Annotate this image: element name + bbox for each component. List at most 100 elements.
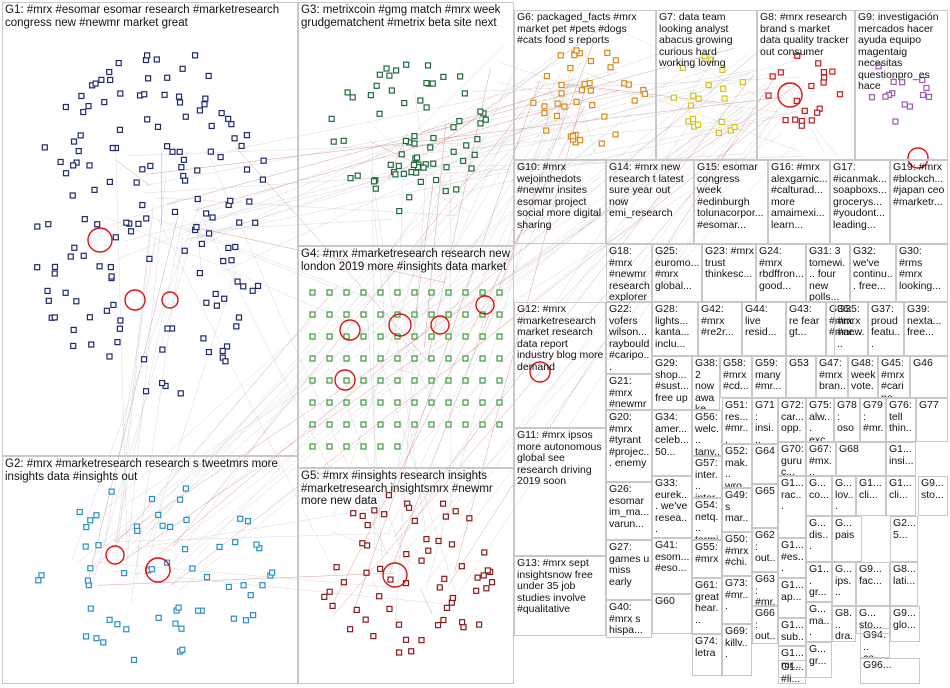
- group-g29[interactable]: G29: shop... #sust... free up: [652, 356, 692, 410]
- group-g64[interactable]: G64: [752, 444, 778, 484]
- group-ga9[interactable]: G8... lati...: [890, 562, 918, 606]
- group-g33[interactable]: G33: eurek... we've resea...: [652, 476, 692, 538]
- group-ga3[interactable]: G1... cli...: [856, 476, 886, 516]
- group-g77[interactable]: G77: [916, 398, 948, 442]
- group-g39[interactable]: G39: nexta... free...: [904, 302, 948, 356]
- group-g72[interactable]: G72: car... opp...: [778, 398, 806, 442]
- group-g1b[interactable]: G1... sub...: [778, 618, 806, 646]
- group-ga7[interactable]: G... pais: [832, 516, 862, 562]
- group-ga5[interactable]: G2... 5...: [890, 516, 918, 562]
- group-ga10[interactable]: G... sto...: [856, 606, 890, 634]
- group-g62[interactable]: G62: out...: [752, 528, 778, 572]
- group-g34[interactable]: G34: amer... celeb... 50...: [652, 410, 692, 476]
- group-g23[interactable]: G23: #mrx trust thinkesc...: [702, 244, 756, 302]
- group-g50[interactable]: G50: #mrx #chi...: [722, 532, 752, 576]
- group-g4[interactable]: G4: #mrx #marketresearch research new lo…: [298, 246, 514, 468]
- group-g6[interactable]: G6: packaged_facts #mrx market pet #pets…: [514, 10, 656, 160]
- group-g37[interactable]: G37: proud featu...: [868, 302, 904, 356]
- group-g1d[interactable]: G1... #es...: [778, 538, 806, 578]
- group-g1e[interactable]: G1... gr...: [806, 562, 832, 602]
- group-g58[interactable]: G58: #mrx #cd...: [720, 356, 752, 398]
- group-g63[interactable]: G63: #mr...: [752, 572, 778, 606]
- group-g51[interactable]: G51: res... #mr...: [722, 398, 752, 444]
- group-g48[interactable]: G48: week vote...: [848, 356, 878, 398]
- group-g67[interactable]: G67: #mx...: [806, 442, 836, 476]
- group-g7[interactable]: G7: data team looking analyst abacus gro…: [656, 10, 757, 160]
- group-g54[interactable]: G54: netq... termi...: [692, 498, 722, 540]
- group-g20[interactable]: G20: #mrx #tyrant #projec... enemy: [606, 410, 652, 482]
- group-g31[interactable]: G31: 3 tomewi... four new polls...: [806, 244, 850, 302]
- group-g47[interactable]: G47: #mrx bran...: [816, 356, 848, 398]
- group-g27[interactable]: G27: games u miss early: [606, 540, 652, 600]
- group-g25[interactable]: G25: euromo... #mrx global...: [652, 244, 702, 302]
- group-g1c[interactable]: G1... rac...: [778, 476, 806, 538]
- group-g13[interactable]: G13: #mrx sept insightsnow free under 35…: [514, 556, 606, 636]
- group-g57[interactable]: G57: inter... inter...: [692, 456, 722, 498]
- group-g42[interactable]: G42: #mrx #re2r...: [698, 302, 742, 356]
- group-g10[interactable]: G10: #mrx wejointhedots #newmr insites e…: [514, 160, 606, 244]
- group-ga17[interactable]: G... gr...: [806, 642, 832, 678]
- group-g1h[interactable]: G1... #li...: [778, 660, 806, 684]
- group-g11[interactable]: G11: #mrx ipsos more autonomous global s…: [514, 428, 606, 556]
- group-g22[interactable]: G22: vofers wilson... raybould #caripo..…: [606, 302, 652, 374]
- group-g78[interactable]: G78: oso: [834, 398, 860, 442]
- group-ga15[interactable]: G96...: [860, 658, 920, 684]
- group-ga13[interactable]: G9... glo...: [890, 606, 920, 642]
- group-ga8[interactable]: G... ips...: [832, 562, 856, 606]
- group-ga11[interactable]: G9... fac...: [856, 562, 890, 606]
- group-g16[interactable]: G16: #mrx alexgarnic... #calturad... mor…: [768, 160, 830, 244]
- group-g43[interactable]: G43: re fear gt...: [786, 302, 826, 356]
- group-g32[interactable]: G32: we've continu... free...: [850, 244, 896, 302]
- group-g44[interactable]: G44: live resid...: [742, 302, 786, 356]
- group-g66[interactable]: G66: out...: [752, 606, 778, 644]
- group-g26[interactable]: G26: esomar im_ma... varun...: [606, 482, 652, 540]
- group-ga1[interactable]: G... co...: [806, 476, 832, 516]
- group-g71[interactable]: G71: insi... inte...: [752, 398, 778, 444]
- group-g3[interactable]: G3: metrixcoin #gmg match #mrx week grud…: [298, 2, 514, 246]
- group-g28[interactable]: G28: lights... kanta... inclu...: [652, 302, 698, 356]
- group-g19[interactable]: G19: #mrx #blockch... #japan ceo #market…: [890, 160, 948, 244]
- group-ga16[interactable]: G... ma...: [806, 602, 832, 642]
- group-g2[interactable]: G2: #mrx #marketresearch research s twee…: [2, 456, 298, 684]
- group-g1f[interactable]: G1... ap...: [778, 578, 806, 618]
- group-ga2[interactable]: G... lov...: [832, 476, 856, 516]
- group-g1[interactable]: G1: #mrx #esomar esomar research #market…: [2, 2, 298, 456]
- group-g5[interactable]: G5: #mrx #insights research insights #ma…: [298, 468, 514, 684]
- group-ga14[interactable]: G94... ce...: [860, 628, 890, 658]
- group-g46[interactable]: G46: [910, 356, 948, 398]
- group-g38[interactable]: G38: 2 now awake 4...: [692, 356, 720, 410]
- group-g40[interactable]: G40: #mrx s hispa...: [606, 600, 652, 638]
- group-g75[interactable]: G75: alw... exc...: [806, 398, 834, 442]
- group-g60[interactable]: G60: [652, 594, 692, 634]
- group-g61[interactable]: G61: great hear...: [692, 578, 722, 634]
- group-g41[interactable]: G41: esom... #eso...: [652, 538, 692, 594]
- group-g12[interactable]: G12: #mrx #marketresearch market researc…: [514, 302, 606, 428]
- group-g53[interactable]: G53: [786, 356, 816, 398]
- group-g8[interactable]: G8: #mrx research brand s market data qu…: [757, 10, 855, 160]
- group-g45[interactable]: G45: #mrx #caripo...: [878, 356, 910, 398]
- group-g79[interactable]: G79: #mr... poll: [860, 398, 886, 442]
- group-g59[interactable]: G59: many #mr...: [752, 356, 786, 398]
- group-g69[interactable]: G69: killv...: [722, 624, 752, 676]
- group-g68[interactable]: G68: [836, 442, 886, 476]
- group-g70[interactable]: G70: guruc...: [778, 442, 806, 476]
- group-ga18[interactable]: G9... sto...: [918, 476, 948, 516]
- group-ga12[interactable]: G8... dra...: [832, 606, 856, 642]
- group-g18[interactable]: G18: #mrx #newmr research explorer up li…: [606, 244, 652, 302]
- group-g35[interactable]: G35: #mrx #new...: [834, 302, 868, 356]
- group-ga4[interactable]: G1... cli...: [886, 476, 916, 516]
- group-g24[interactable]: G24: #mrx rbdffron... good...: [756, 244, 806, 302]
- group-g15[interactable]: G15: esomar congress week #edinburgh tol…: [694, 160, 768, 244]
- group-g65[interactable]: G65: [752, 484, 778, 528]
- group-g1a[interactable]: G1... insi...: [886, 442, 916, 476]
- group-g55[interactable]: G55: #mrx: [692, 540, 722, 578]
- group-g30[interactable]: G30: #rms #mrx looking...: [896, 244, 948, 302]
- group-g49[interactable]: G49: s mar...: [722, 488, 752, 532]
- group-g73[interactable]: G73: #mr...: [722, 576, 752, 624]
- group-g14[interactable]: G14: #mrx new research t latest sure yea…: [606, 160, 694, 244]
- group-g74[interactable]: G74: letra: [692, 634, 722, 676]
- group-g56[interactable]: G56: welc... tany...: [692, 410, 722, 456]
- group-g17[interactable]: G17: #icanmak... soapboxs... grocerys...…: [830, 160, 890, 244]
- group-ga6[interactable]: G... dis...: [806, 516, 832, 562]
- group-g21[interactable]: G21: #mrx #newmr q_insig... #inrese...: [606, 374, 652, 410]
